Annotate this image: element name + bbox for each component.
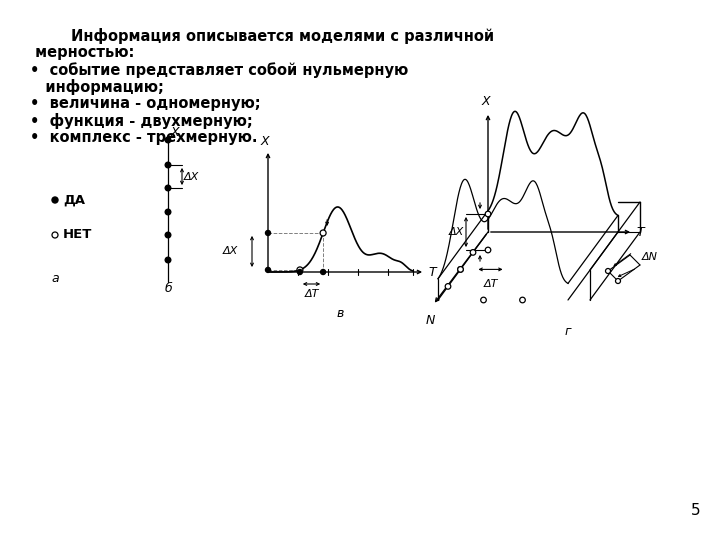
Circle shape	[320, 269, 325, 274]
Circle shape	[165, 137, 171, 143]
Text: T: T	[428, 266, 436, 279]
Circle shape	[458, 267, 463, 272]
Circle shape	[165, 257, 171, 263]
Circle shape	[470, 249, 476, 255]
Circle shape	[520, 297, 526, 303]
Circle shape	[165, 209, 171, 215]
Circle shape	[320, 230, 326, 236]
Text: НЕТ: НЕТ	[63, 228, 92, 241]
Circle shape	[165, 232, 171, 238]
Circle shape	[52, 232, 58, 238]
Circle shape	[616, 279, 621, 284]
Text: •  величина - одномерную;: • величина - одномерную;	[30, 96, 261, 111]
Text: •  функция - двухмерную;: • функция - двухмерную;	[30, 113, 253, 129]
Text: N: N	[426, 314, 435, 327]
Circle shape	[266, 231, 271, 235]
Circle shape	[485, 247, 491, 253]
Text: б: б	[164, 282, 172, 295]
Text: 5: 5	[690, 503, 700, 518]
Circle shape	[481, 297, 486, 303]
Circle shape	[165, 185, 171, 191]
Circle shape	[52, 197, 58, 203]
Circle shape	[266, 267, 271, 273]
Text: •  событие представляет собой нульмерную: • событие представляет собой нульмерную	[30, 62, 408, 78]
Text: г: г	[564, 325, 571, 338]
Circle shape	[606, 268, 611, 273]
Text: ΔX: ΔX	[222, 246, 238, 256]
Text: ΔN: ΔN	[642, 252, 658, 262]
Text: информацию;: информацию;	[30, 79, 164, 95]
Text: ΔX: ΔX	[184, 172, 199, 182]
Text: X: X	[482, 95, 490, 108]
Text: •  комплекс - трехмерную.: • комплекс - трехмерную.	[30, 130, 258, 145]
Text: ДА: ДА	[63, 193, 85, 206]
Circle shape	[165, 162, 171, 168]
Text: ΔT: ΔT	[483, 279, 498, 289]
Circle shape	[297, 269, 302, 274]
Text: X: X	[261, 135, 269, 148]
Text: T: T	[636, 226, 644, 239]
Text: а: а	[51, 272, 59, 285]
Circle shape	[297, 267, 303, 273]
Text: мерностью:: мерностью:	[30, 45, 135, 60]
Circle shape	[445, 284, 451, 289]
Circle shape	[485, 211, 491, 217]
Text: Информация описывается моделями с различной: Информация описывается моделями с различ…	[30, 28, 494, 44]
Text: X: X	[171, 126, 179, 139]
Circle shape	[458, 267, 463, 272]
Text: в: в	[337, 307, 344, 320]
Text: ΔT: ΔT	[305, 289, 319, 299]
Text: ΔX: ΔX	[449, 227, 464, 237]
